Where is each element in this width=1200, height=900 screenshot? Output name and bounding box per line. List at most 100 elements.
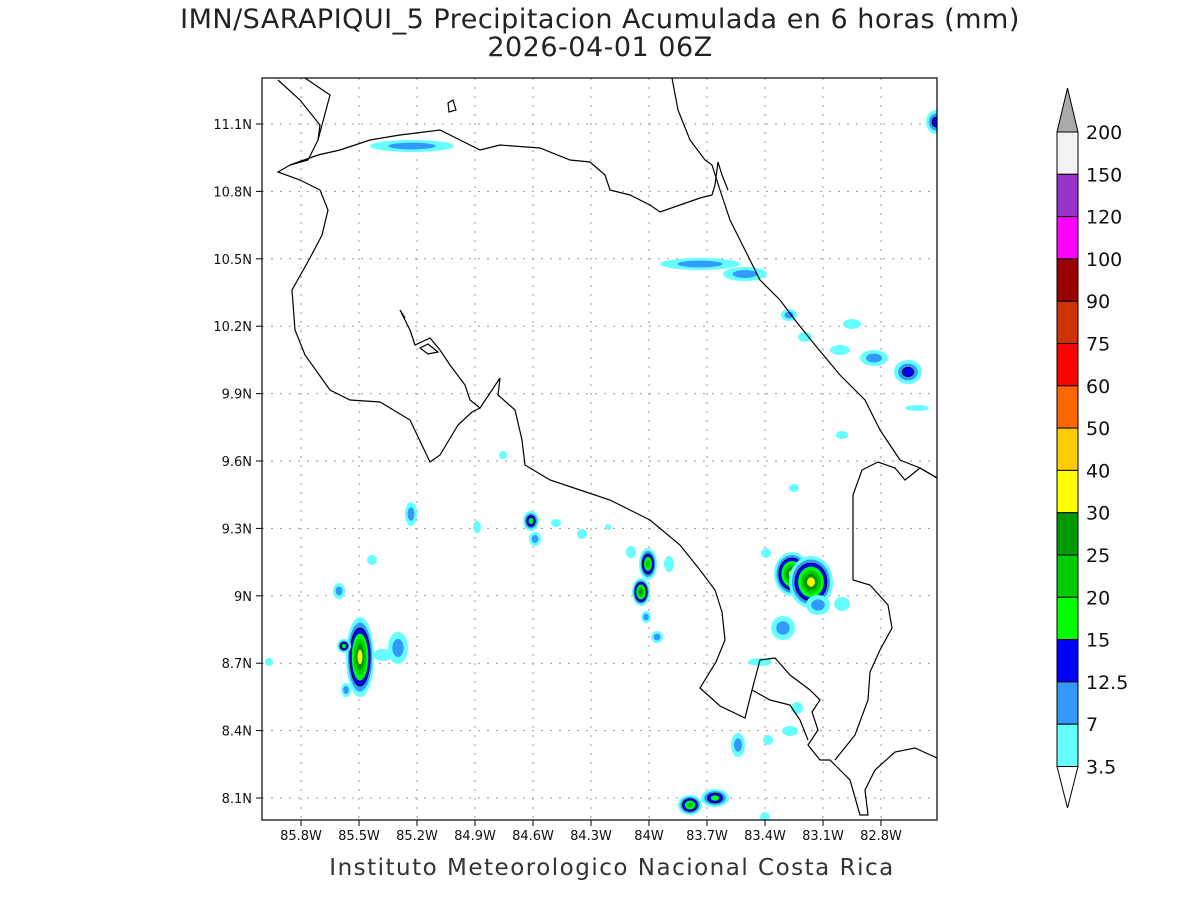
golfo-dulce	[751, 689, 809, 741]
colorbar-swatch	[1056, 258, 1079, 302]
lat-tick-label: 8.1N	[222, 792, 252, 807]
precip-contour	[645, 560, 651, 568]
lon-tick-label: 83.7W	[686, 829, 728, 844]
colorbar-swatch	[1056, 469, 1079, 514]
precip-contour	[866, 353, 882, 363]
precip-contour	[388, 142, 436, 150]
nicaragua-border	[289, 129, 729, 213]
lat-tick-label: 8.7N	[222, 657, 252, 672]
lon-tick-label: 85.5W	[338, 829, 380, 844]
precip-contour	[664, 556, 674, 572]
precip-contour	[811, 599, 825, 611]
precip-contour	[407, 507, 415, 521]
panama-border-south	[834, 579, 893, 761]
coastlines	[276, 78, 937, 816]
precip-contour	[605, 524, 611, 530]
colorbar-label: 15	[1086, 630, 1110, 652]
precip-contour	[782, 726, 798, 736]
colorbar-label: 25	[1086, 545, 1110, 567]
precip-contour	[626, 546, 636, 558]
colorbar-label: 7	[1086, 714, 1098, 736]
grid-lines	[262, 78, 937, 820]
colorbar-swatch	[1056, 596, 1079, 641]
precip-contour	[789, 484, 799, 492]
precip-contour	[528, 517, 534, 525]
lat-tick-label: 11.1N	[213, 118, 252, 133]
lat-tick-label: 8.4N	[222, 725, 252, 740]
lat-tick-label: 10.2N	[213, 320, 252, 335]
colorbar-label: 60	[1086, 376, 1110, 398]
precip-contour	[392, 638, 404, 658]
precip-contour	[653, 633, 661, 641]
precip-contour	[335, 586, 343, 596]
precip-contour	[357, 649, 363, 665]
precip-contour	[791, 702, 803, 714]
caribbean-coast	[671, 78, 937, 479]
precip-contour	[643, 613, 649, 621]
island	[418, 343, 440, 355]
colorbar-label: 40	[1086, 460, 1110, 482]
colorbar-swatch	[1056, 639, 1079, 683]
precip-contour	[373, 649, 393, 661]
lon-tick-label: 84.3W	[570, 829, 612, 844]
colorbar-label: 150	[1086, 164, 1122, 186]
colorbar-swatch	[1056, 385, 1079, 429]
precip-contour	[734, 738, 742, 752]
colorbar-swatch	[1056, 131, 1079, 175]
precip-contour	[902, 366, 914, 378]
colorbar-swatch	[1056, 216, 1079, 260]
colorbar-label: 30	[1086, 503, 1110, 525]
precip-contour	[367, 555, 377, 565]
lat-tick-label: 10.8N	[213, 185, 252, 200]
colorbar-label: 20	[1086, 587, 1110, 609]
colorbar-swatch	[1056, 512, 1079, 556]
precip-contour	[830, 345, 850, 355]
lat-tick-label: 9.6N	[222, 455, 252, 470]
colorbar-swatch	[1056, 300, 1079, 345]
plot-frame	[261, 77, 938, 821]
panama-border	[852, 461, 937, 580]
colorbar-swatch	[1056, 343, 1079, 387]
lat-tick-label: 9.3N	[222, 522, 252, 537]
credit-text: Instituto Meteorologico Nacional Costa R…	[329, 855, 895, 881]
colorbar-label: 200	[1086, 122, 1122, 144]
pacific-coast	[276, 79, 482, 463]
colorbar-label: 120	[1086, 207, 1122, 229]
colorbar-label: 50	[1086, 418, 1110, 440]
colorbar-label: 75	[1086, 334, 1110, 356]
precip-contours	[265, 110, 937, 820]
precip-contour	[473, 521, 481, 533]
precip-contour	[836, 431, 848, 439]
precip-contour	[732, 270, 758, 278]
colorbar: 3.5 7 12.5 15 20 25 30 40 50 60 75 90 100 120 150 200	[1056, 87, 1128, 809]
precip-contour	[931, 116, 937, 128]
lon-tick-label: 84.9W	[454, 829, 496, 844]
colorbar-label: 100	[1086, 249, 1122, 271]
map-subtitle: 2026-04-01 06Z	[487, 32, 713, 63]
precip-contour	[343, 686, 349, 694]
lat-tick-label: 9N	[234, 590, 252, 605]
precip-contour	[761, 548, 771, 558]
lon-tick-label: 85.2W	[396, 829, 438, 844]
precip-contour	[341, 643, 347, 649]
precip-contour	[807, 577, 815, 587]
lon-tick-label: 82.8W	[860, 829, 902, 844]
precip-contour	[798, 332, 812, 342]
pacific-coast-south	[479, 377, 937, 816]
axis-ticks: 11.1N 10.8N 10.5N 10.2N 9.9N 9.6N 9.3N 9N 8.7N 8.…	[213, 118, 902, 844]
precip-contour	[763, 735, 773, 745]
colorbar-swatch	[1056, 427, 1079, 471]
precip-contour	[551, 519, 561, 527]
lon-tick-label: 85.8W	[280, 829, 322, 844]
island-north	[447, 99, 457, 113]
precip-contour	[499, 451, 507, 459]
colorbar-under-arrow	[1056, 766, 1079, 809]
lake-shore	[304, 78, 331, 141]
colorbar-swatch	[1056, 723, 1079, 768]
precip-contour	[760, 812, 770, 820]
lon-tick-label: 83.4W	[744, 829, 786, 844]
colorbar-label: 3.5	[1086, 757, 1116, 779]
colorbar-swatch	[1056, 554, 1079, 598]
precip-contour	[710, 795, 720, 801]
